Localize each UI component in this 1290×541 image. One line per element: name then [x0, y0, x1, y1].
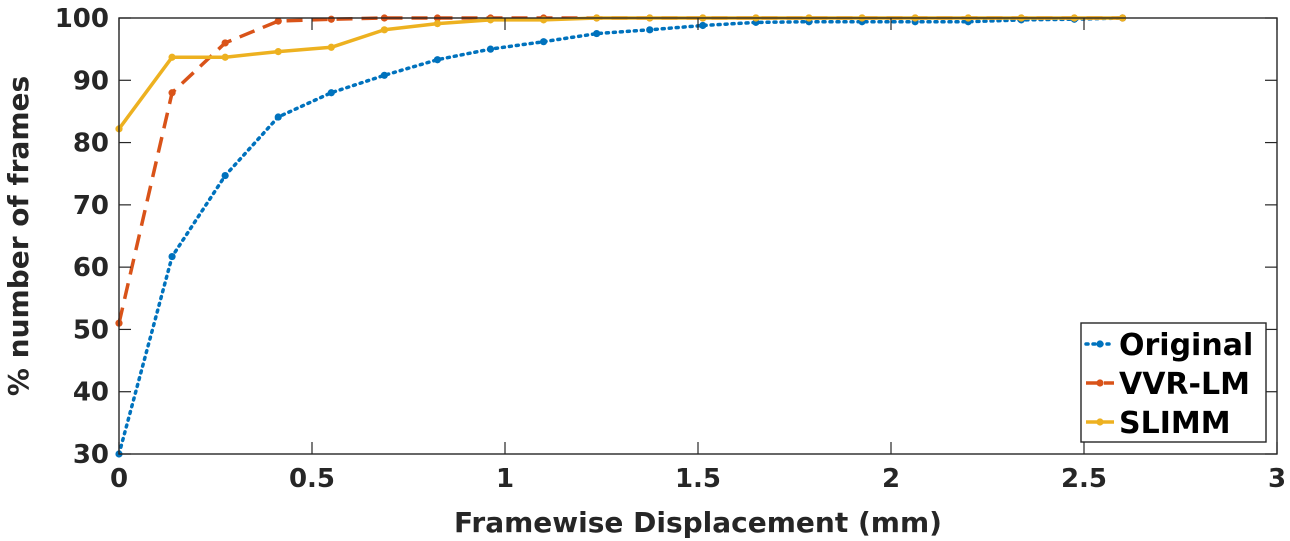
data-point-original [646, 26, 654, 34]
data-point-slimm [168, 53, 176, 61]
y-tick-label: 100 [55, 4, 109, 34]
data-point-slimm [327, 43, 335, 51]
x-tick-label: 1 [496, 464, 514, 494]
x-tick-label: 0 [110, 464, 128, 494]
y-tick-label: 70 [73, 191, 109, 221]
data-point-slimm [380, 26, 388, 34]
legend: Original VVR-LM SLIMM [1080, 322, 1267, 443]
legend-label-vvr-lm: VVR-LM [1119, 367, 1250, 402]
data-point-original [221, 171, 229, 180]
data-point-vvr-lm [274, 17, 282, 25]
y-axis-label: % number of frames [2, 76, 35, 396]
x-tick-label: 2 [882, 464, 900, 494]
data-point-slimm [221, 53, 229, 61]
y-tick-label: 40 [73, 378, 109, 408]
data-point-original [540, 38, 548, 46]
x-tick-label: 1.5 [675, 464, 721, 494]
y-tick-label: 80 [73, 129, 109, 159]
legend-marker-vvr-lm [1096, 379, 1104, 387]
series-line-original [117, 16, 1125, 456]
y-tick-label: 90 [73, 66, 109, 96]
x-tick-label: 3 [1268, 464, 1286, 494]
data-point-vvr-lm [221, 39, 229, 47]
data-point-original [327, 89, 335, 97]
legend-label-slimm: SLIMM [1119, 406, 1231, 441]
data-point-original [433, 56, 442, 64]
data-point-vvr-lm [327, 15, 335, 23]
legend-marker-slimm [1096, 418, 1104, 426]
y-tick-label: 50 [73, 315, 109, 345]
y-tick-label: 60 [73, 253, 109, 283]
data-point-vvr-lm [168, 89, 176, 97]
y-tick-label: 30 [73, 440, 109, 470]
legend-marker-original [1096, 340, 1104, 348]
data-point-original [486, 45, 495, 53]
data-point-original [699, 21, 707, 30]
data-point-slimm [433, 20, 442, 28]
data-point-slimm [274, 48, 282, 56]
data-point-original [168, 252, 176, 261]
legend-label-original: Original [1119, 328, 1253, 363]
axes-frame [118, 17, 1278, 455]
data-point-original [380, 71, 388, 79]
x-tick-label: 2.5 [1061, 464, 1107, 494]
data-point-original [274, 113, 282, 121]
data-point-original [593, 29, 601, 38]
axes-layer: 0 0.5 1 1.5 2 2.5 3 30 40 50 60 70 80 90 100 [55, 4, 1286, 494]
x-axis-label: Framewise Displacement (mm) [454, 506, 942, 539]
x-tick-label: 0.5 [289, 464, 335, 494]
